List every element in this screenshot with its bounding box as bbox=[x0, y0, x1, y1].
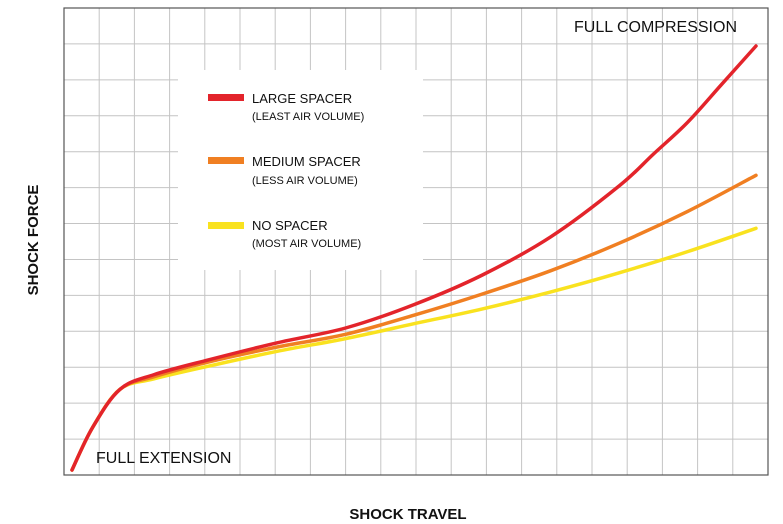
legend-swatch-medium-spacer bbox=[208, 157, 244, 164]
legend-sublabel-large-spacer: (LEAST AIR VOLUME) bbox=[252, 111, 364, 123]
annotation-full-compression: FULL COMPRESSION bbox=[574, 19, 737, 36]
y-axis-title: SHOCK FORCE bbox=[25, 185, 42, 296]
legend-sublabel-medium-spacer: (LESS AIR VOLUME) bbox=[252, 175, 358, 187]
legend-label-no-spacer: NO SPACER bbox=[252, 218, 328, 233]
plot-frame bbox=[63, 7, 769, 476]
legend-swatch-no-spacer bbox=[208, 222, 244, 229]
series-lines bbox=[70, 44, 758, 472]
x-axis-title: SHOCK TRAVEL bbox=[349, 506, 466, 523]
series-line-large-spacer bbox=[70, 44, 758, 472]
legend-label-medium-spacer: MEDIUM SPACER bbox=[252, 154, 361, 169]
annotation-full-extension: FULL EXTENSION bbox=[96, 450, 231, 467]
legend-swatch-large-spacer bbox=[208, 94, 244, 101]
legend-box bbox=[178, 70, 423, 270]
legend-label-large-spacer: LARGE SPACER bbox=[252, 91, 352, 106]
legend: LARGE SPACER (LEAST AIR VOLUME) MEDIUM S… bbox=[208, 91, 364, 250]
legend-sublabel-no-spacer: (MOST AIR VOLUME) bbox=[252, 238, 361, 250]
